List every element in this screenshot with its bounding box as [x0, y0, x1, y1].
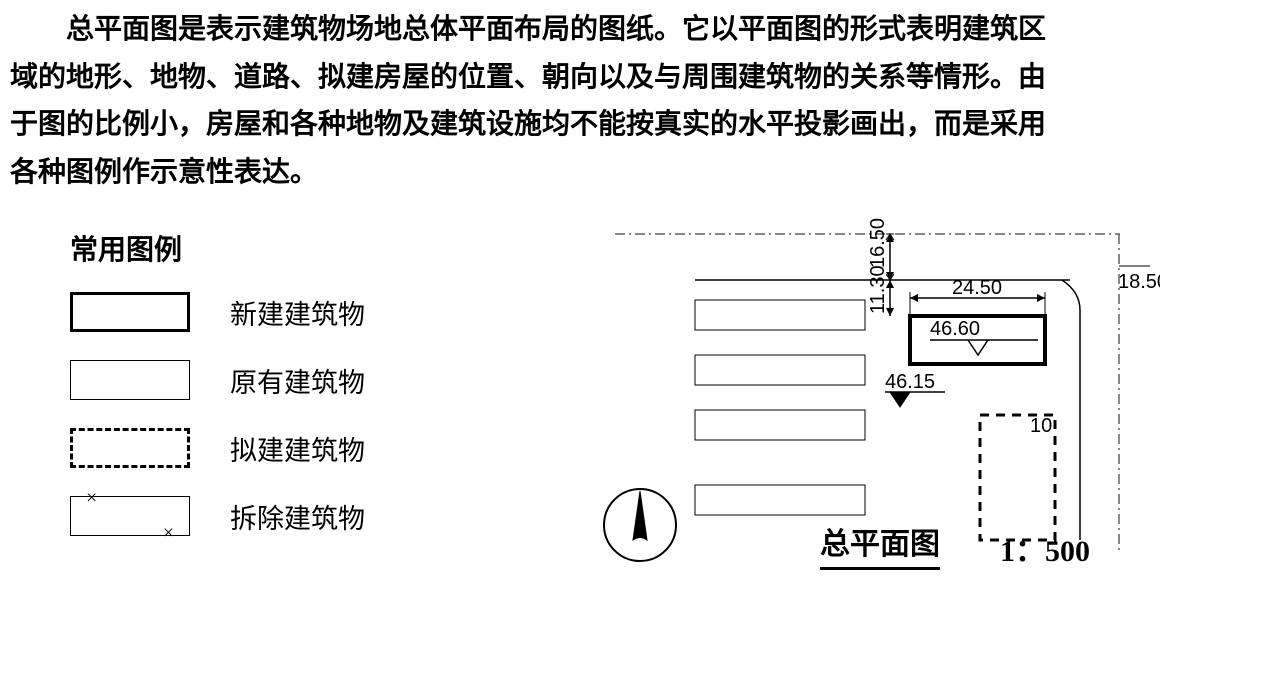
legend-row-proposed: 拟建建筑物 — [70, 428, 500, 468]
dim-width-label: 24.50 — [952, 277, 1002, 299]
legend-label: 拆除建筑物 — [230, 497, 365, 536]
elevation-ground-triangle — [890, 392, 910, 407]
legend-symbol-new-building — [70, 292, 190, 332]
legend-symbol-proposed-building — [70, 428, 190, 468]
existing-building-4 — [695, 485, 865, 515]
legend-row-existing: 原有建筑物 — [70, 360, 500, 400]
legend-label: 拟建建筑物 — [230, 429, 365, 468]
dim-left-vert-label: 11.30 — [867, 265, 889, 314]
road-curve — [1062, 280, 1080, 540]
legend-row-demolish: × × 拆除建筑物 — [70, 496, 500, 536]
plan-title: 总平面图 — [820, 519, 940, 570]
legend-symbol-existing-building — [70, 360, 190, 400]
legend-label: 原有建筑物 — [230, 361, 365, 400]
legend-symbol-demolish-building: × × — [70, 496, 190, 536]
legend-row-new: 新建建筑物 — [70, 292, 500, 332]
elevation-ground-label: 46.15 — [885, 371, 935, 393]
dim-right-label: 18.50 — [1118, 271, 1160, 293]
intro-paragraph: 总平面图是表示建筑物场地总体平面布局的图纸。它以平面图的形式表明建筑区域的地形、… — [10, 6, 1070, 196]
elevation-inside-label: 46.60 — [930, 318, 980, 340]
legend-section: 常用图例 新建建筑物 原有建筑物 拟建建筑物 × × 拆除建筑物 — [70, 228, 500, 564]
legend-label: 新建建筑物 — [230, 293, 365, 332]
scale-value: 500 — [1045, 535, 1090, 568]
legend-title: 常用图例 — [70, 228, 500, 268]
site-plan-diagram: 46.60 46.15 10 16.50 11.30 24.50 18.50 — [590, 210, 1160, 630]
dim-top-vert-label: 16.50 — [867, 218, 889, 268]
plan-scale: 1：500 — [1000, 526, 1090, 570]
existing-building-1 — [695, 300, 865, 330]
existing-building-2 — [695, 355, 865, 385]
scale-prefix: 1： — [1000, 535, 1045, 568]
proposed-label: 10 — [1030, 415, 1052, 437]
compass-north-icon — [600, 485, 680, 570]
elevation-mark-inside — [930, 340, 1038, 355]
existing-building-3 — [695, 410, 865, 440]
